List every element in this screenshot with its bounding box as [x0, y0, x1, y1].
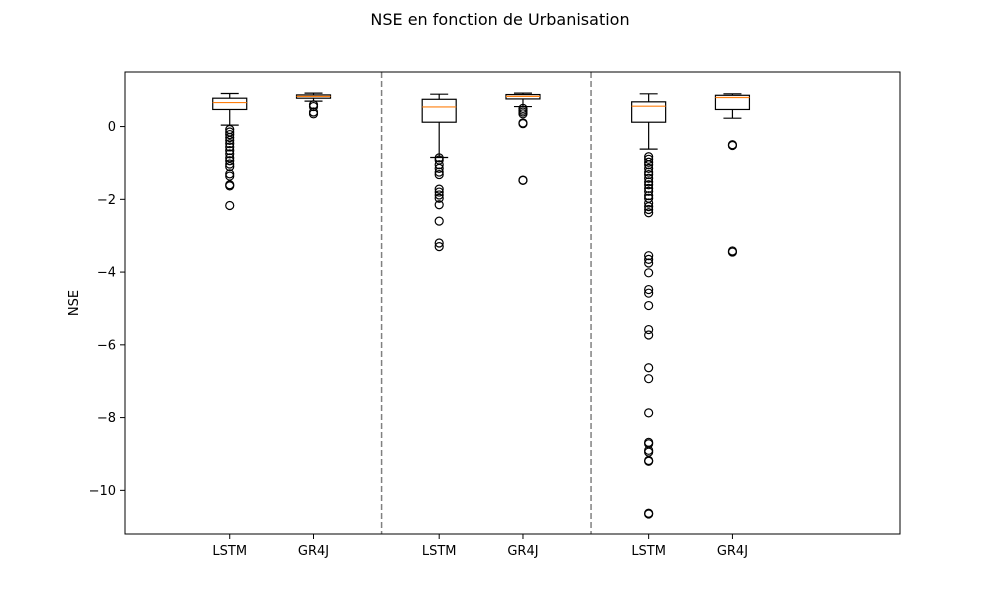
outlier-point	[644, 447, 654, 457]
outlier-point	[434, 242, 444, 252]
outlier-point	[644, 191, 654, 201]
outlier-point	[225, 171, 235, 181]
y-tick-label: −8	[97, 411, 116, 426]
outlier-point	[644, 258, 654, 268]
box-iqr	[421, 98, 457, 123]
outlier-point	[434, 169, 444, 180]
y-tick-label: −4	[97, 266, 116, 281]
outlier-point	[644, 363, 654, 373]
outlier-point	[434, 163, 444, 174]
outlier-point	[644, 456, 654, 466]
outlier-point	[644, 167, 654, 177]
y-tick-label: −6	[97, 338, 116, 353]
plot-area: 0 −2 −4 −6 −8 −10 LSTM GR4J LSTM GR4J LSTM GR4J	[89, 71, 901, 559]
outlier-point	[434, 184, 444, 194]
outlier-point	[644, 330, 654, 340]
outlier-point	[308, 100, 319, 110]
outlier-point	[308, 109, 319, 119]
outlier-point	[225, 200, 235, 211]
outlier-point	[727, 140, 738, 151]
x-tick-label: GR4J	[507, 544, 538, 559]
chart-title: NSE en fonction de Urbanisation	[370, 10, 629, 29]
outlier-point	[225, 149, 235, 159]
x-tick-label: LSTM	[422, 544, 457, 559]
outlier-point	[644, 288, 654, 298]
y-tick-label: −2	[97, 193, 116, 208]
x-tick-label: LSTM	[212, 544, 247, 559]
outlier-point	[225, 145, 235, 156]
outlier-point	[434, 193, 444, 203]
outlier-point	[644, 408, 654, 418]
y-axis-label: NSE	[67, 290, 82, 316]
outlier-point	[225, 135, 235, 145]
outlier-point	[644, 186, 654, 196]
outlier-point	[644, 198, 654, 208]
outlier-point	[644, 251, 654, 261]
outlier-point	[644, 183, 654, 194]
outlier-point	[225, 161, 235, 172]
outlier-point	[644, 173, 654, 183]
outlier-point	[434, 187, 444, 197]
outlier-point	[644, 268, 654, 278]
box-iqr	[212, 97, 248, 111]
outlier-point	[727, 247, 738, 257]
outlier-point	[644, 163, 654, 174]
outlier-point	[644, 254, 654, 264]
outlier-point	[434, 216, 444, 226]
outlier-point	[644, 180, 654, 190]
outlier-point	[434, 200, 444, 210]
x-tick-label: GR4J	[298, 544, 329, 559]
box-iqr	[714, 94, 751, 111]
outlier-point	[644, 300, 654, 311]
outlier-point	[644, 160, 654, 170]
outlier-point	[225, 159, 235, 169]
outlier-point	[225, 142, 235, 152]
outlier-point	[518, 175, 528, 186]
outlier-point	[434, 160, 444, 170]
outlier-point	[644, 201, 654, 212]
outlier-point	[434, 190, 444, 200]
outlier-point	[225, 181, 235, 191]
outlier-point	[644, 157, 654, 167]
outlier-point	[644, 509, 654, 519]
outlier-point	[644, 177, 654, 187]
outlier-point	[644, 204, 654, 215]
outlier-point	[225, 156, 235, 166]
outlier-point	[644, 169, 654, 180]
outlier-point	[225, 153, 235, 163]
outlier-point	[644, 154, 654, 164]
x-tick-label: LSTM	[631, 544, 666, 559]
outlier-point	[434, 238, 444, 248]
outlier-point	[644, 284, 654, 295]
outlier-point	[434, 167, 444, 177]
outlier-point	[644, 324, 654, 335]
y-tick-label: 0	[108, 120, 116, 135]
outlier-point	[225, 139, 235, 149]
outlier-point	[225, 132, 235, 143]
y-tick-label: −10	[89, 484, 116, 499]
outlier-point	[644, 374, 654, 384]
outlier-point	[644, 208, 654, 218]
x-tick-label: GR4J	[717, 544, 748, 559]
axes-frame	[124, 71, 901, 535]
outlier-point	[518, 109, 528, 119]
outlier-point	[225, 129, 235, 140]
outlier-point	[518, 119, 528, 129]
box-iqr	[631, 101, 667, 123]
